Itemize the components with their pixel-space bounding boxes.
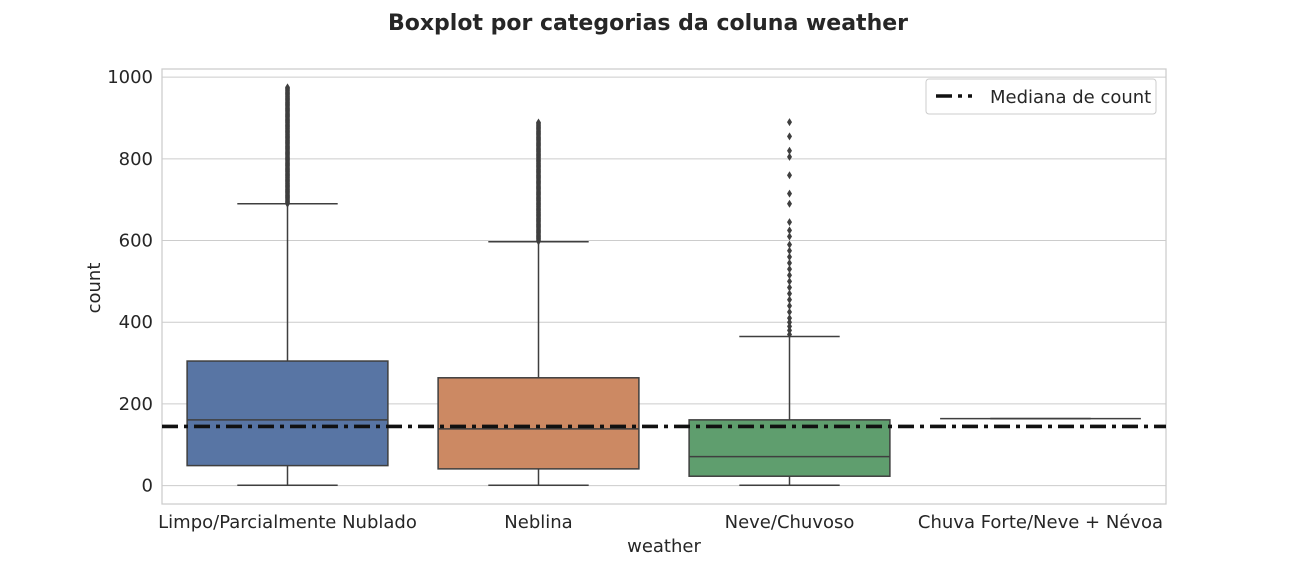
x-tick-label: Neblina [504, 512, 572, 533]
outlier-marker [787, 132, 792, 141]
outlier-marker [787, 226, 792, 235]
outlier-marker [787, 289, 792, 298]
outlier-marker [787, 246, 792, 255]
y-axis-label: count [84, 263, 105, 314]
outlier-marker [787, 283, 792, 292]
box-group [688, 118, 891, 486]
box-iqr [186, 360, 389, 467]
boxes [162, 83, 1166, 486]
box-group [437, 118, 640, 486]
y-tick-labels: 0 200 400 600 800 1000 [107, 67, 153, 496]
outlier-marker [787, 171, 792, 180]
outlier-marker [787, 277, 792, 286]
outlier-marker [787, 295, 792, 304]
y-tick-label: 600 [119, 231, 153, 252]
outlier-marker [787, 240, 792, 249]
outlier-marker [787, 326, 792, 335]
x-axis-label: weather [627, 536, 701, 557]
y-tick-label: 400 [119, 312, 153, 333]
outlier-marker [787, 232, 792, 241]
outlier-marker [787, 301, 792, 310]
outlier-marker [787, 322, 792, 331]
outlier-marker [787, 199, 792, 208]
legend-label: Mediana de count [990, 87, 1151, 108]
outlier-marker [787, 146, 792, 155]
box-iqr [688, 419, 891, 477]
y-tick-label: 200 [119, 394, 153, 415]
outlier-marker [787, 265, 792, 274]
outlier-marker [787, 271, 792, 280]
x-tick-labels: Limpo/Parcialmente Nublado Neblina Neve/Ch… [158, 512, 1163, 533]
chart-title: Boxplot por categorias da coluna weather [388, 11, 908, 36]
y-tick-label: 800 [119, 149, 153, 170]
box-iqr [437, 377, 640, 470]
outlier-marker [787, 314, 792, 323]
outlier-marker [787, 308, 792, 317]
legend-frame [925, 78, 1157, 115]
outlier-marker [285, 83, 290, 92]
outlier-marker [787, 252, 792, 261]
outlier-marker [787, 330, 792, 339]
x-tick-label: Limpo/Parcialmente Nublado [158, 512, 417, 533]
x-tick-label: Chuva Forte/Neve + Névoa [918, 512, 1163, 533]
y-tick-label: 1000 [107, 67, 153, 88]
outlier-marker [536, 118, 541, 127]
outlier-marker [787, 189, 792, 198]
x-tick-label: Neve/Chuvoso [725, 512, 855, 533]
outlier-marker [787, 318, 792, 327]
legend: Mediana de count [925, 78, 1157, 115]
y-tick-label: 0 [142, 476, 153, 497]
outlier-marker [787, 118, 792, 127]
outlier-marker [787, 218, 792, 227]
outlier-marker [787, 152, 792, 161]
box-group [186, 83, 389, 486]
outlier-marker [787, 259, 792, 268]
